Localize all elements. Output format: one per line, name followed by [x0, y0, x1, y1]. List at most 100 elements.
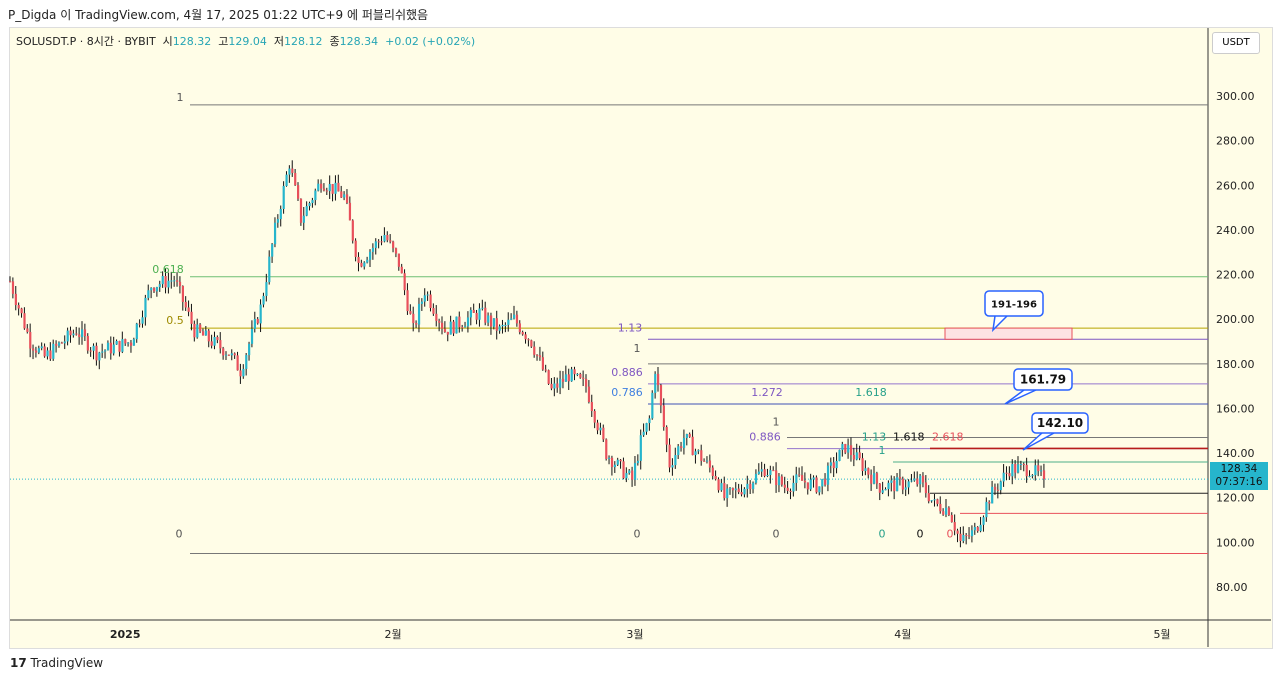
candle-body: [1031, 475, 1034, 477]
fib-level-label: 1: [634, 342, 641, 355]
candle-body: [904, 487, 907, 490]
candle-body: [921, 475, 925, 483]
candle-body: [1014, 464, 1017, 473]
candle-body: [916, 478, 919, 485]
candle-body: [40, 346, 43, 349]
candle-body: [472, 309, 475, 313]
candle-body: [173, 280, 176, 282]
candle-body: [20, 308, 23, 314]
candle-body: [996, 489, 1000, 491]
currency-button[interactable]: USDT: [1212, 32, 1260, 54]
candle-body: [412, 313, 415, 324]
candle-body: [63, 341, 66, 344]
open-label: 시: [162, 35, 173, 48]
candle-body: [366, 259, 369, 263]
candle-body: [608, 457, 611, 459]
candle-body: [311, 200, 314, 204]
fib-level-label: 0.786: [611, 386, 643, 399]
candle-body: [1008, 473, 1011, 477]
candle-body: [43, 346, 46, 357]
candle-body: [947, 507, 951, 516]
candle-body: [325, 190, 328, 192]
fib-level-label: 1.618: [893, 431, 925, 444]
candle-body: [789, 490, 792, 492]
candle-body: [489, 315, 493, 327]
candle-body: [826, 465, 830, 485]
candle-body: [818, 486, 821, 493]
candle-body: [504, 324, 507, 326]
candle-body: [383, 234, 386, 242]
candle-body: [567, 374, 570, 382]
candle-body: [475, 312, 478, 320]
candle-body: [538, 355, 542, 358]
candle-body: [176, 280, 179, 282]
candle-body: [124, 339, 127, 344]
candle-body: [256, 318, 259, 324]
current-price-tag: 128.34 07:37:16: [1210, 462, 1268, 490]
candle-body: [881, 490, 884, 493]
candle-body: [729, 488, 732, 490]
candle-body: [631, 470, 634, 480]
candle-body: [259, 304, 262, 324]
candle-body: [253, 318, 256, 329]
candle-body: [605, 439, 608, 459]
symbol-label[interactable]: SOLUSDT.P · 8시간 · BYBIT: [16, 35, 156, 48]
candle-body: [962, 534, 965, 541]
candle-body: [832, 462, 835, 469]
candle-body: [536, 354, 539, 356]
candle-body: [219, 340, 222, 349]
candle-body: [213, 336, 216, 346]
candle-body: [245, 355, 248, 369]
candle-body: [75, 333, 78, 335]
candle-body: [34, 350, 38, 353]
candle-body: [207, 330, 210, 342]
candle-body: [553, 383, 556, 389]
candle-body: [129, 342, 133, 346]
candle-body: [239, 370, 242, 377]
candle-body: [118, 340, 121, 352]
callout-box: [984, 290, 1044, 317]
fib-level-label: 0: [634, 528, 641, 541]
fib-level-label: 0: [947, 528, 954, 541]
candle-body: [66, 330, 69, 342]
candle-body: [754, 473, 758, 483]
candle-body: [478, 308, 481, 320]
candle-body: [127, 342, 130, 344]
candle-body: [873, 473, 876, 484]
price-tick: 100.00: [1216, 536, 1255, 549]
candle-body: [438, 320, 441, 323]
candle-body: [72, 333, 75, 336]
candle-body: [487, 315, 490, 323]
candle-body: [144, 297, 147, 318]
candle-body: [1042, 470, 1046, 480]
candle-body: [815, 477, 818, 493]
price-tick: 280.00: [1216, 135, 1255, 148]
candle-body: [953, 522, 956, 531]
candle-body: [155, 287, 159, 292]
candle-body: [878, 483, 881, 493]
candle-body: [37, 348, 40, 353]
candle-body: [109, 342, 112, 354]
callout-pointer: [1004, 389, 1037, 405]
candle-body: [979, 524, 982, 532]
candle-body: [337, 182, 340, 192]
candle-body: [965, 534, 968, 536]
fib-level-label: 0: [879, 528, 886, 541]
candle-body: [688, 434, 691, 437]
candle-body: [394, 248, 398, 254]
time-tick: 2월: [384, 628, 401, 641]
candle-body: [723, 483, 726, 499]
candle-body: [527, 339, 530, 341]
fib-level-label: 1.618: [855, 386, 887, 399]
callout-label: 142.10: [1037, 416, 1083, 430]
candle-body: [824, 479, 827, 485]
candle-body: [985, 501, 988, 518]
candle-body: [46, 350, 49, 357]
candle-body: [507, 319, 510, 325]
candle-body: [354, 240, 357, 257]
candle-body: [760, 469, 763, 472]
candle-body: [276, 219, 280, 223]
candle-body: [449, 321, 452, 335]
tradingview-logo[interactable]: 𝟭𝟳 TradingView: [10, 656, 103, 670]
